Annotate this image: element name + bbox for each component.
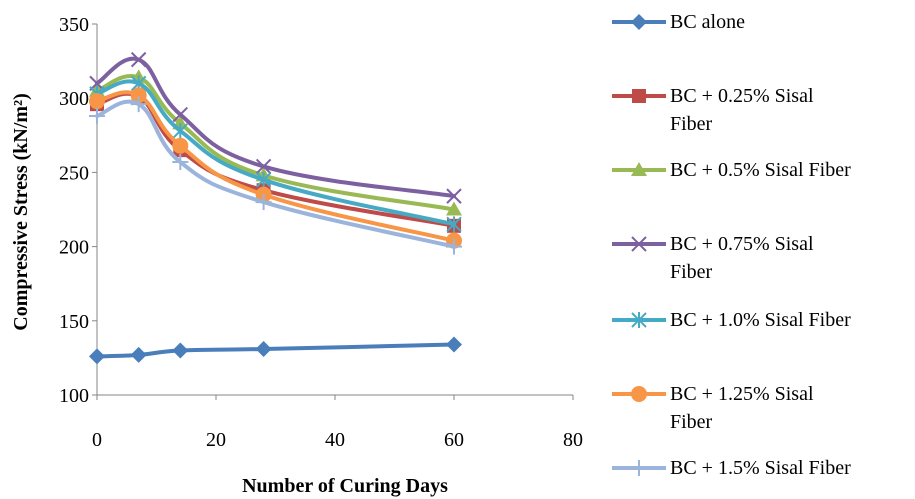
legend-item-6: BC + 1.25% Sisal Fiber (612, 383, 814, 433)
legend-item-1: BC alone (612, 11, 745, 33)
legend-label: BC + 1.5% Sisal Fiber (670, 457, 851, 479)
data-point (172, 342, 189, 359)
data-point (172, 106, 189, 123)
legend-item-3: BC + 0.5% Sisal Fiber (612, 159, 851, 181)
legend-marker (631, 14, 647, 30)
data-point (446, 238, 462, 255)
legend: BC alone BC + 0.25% Sisal Fiber BC + 0.5% S… (612, 11, 851, 479)
legend-marker (631, 312, 647, 328)
legend-label: Fiber (670, 261, 713, 283)
legend-item-7: BC + 1.5% Sisal Fiber (612, 457, 851, 479)
legend-item-2: BC + 0.25% Sisal Fiber (612, 85, 814, 135)
data-point (446, 216, 462, 233)
legend-label: BC + 0.5% Sisal Fiber (670, 159, 851, 181)
series-7 (89, 96, 462, 255)
data-point (89, 93, 105, 110)
data-point (446, 188, 462, 204)
series-line (95, 56, 456, 199)
series-line (95, 99, 456, 249)
series-1 (89, 336, 462, 365)
series-4 (89, 51, 462, 204)
data-point (89, 348, 105, 365)
legend-marker (631, 460, 647, 476)
legend-label: BC + 1.25% Sisal (670, 383, 814, 405)
legend-item-4: BC + 0.75% Sisal Fiber (612, 233, 814, 283)
data-point (89, 108, 105, 125)
data-point (255, 194, 272, 211)
data-point (172, 154, 189, 171)
legend-marker (631, 236, 647, 252)
data-point (130, 96, 147, 113)
legend-marker (632, 89, 646, 103)
legend-label: Fiber (670, 113, 713, 135)
legend-label: Fiber (670, 411, 713, 433)
x-tick-label: 20 (206, 429, 226, 451)
y-tick-label: 200 (59, 237, 89, 259)
legend-marker (631, 162, 647, 176)
data-point (446, 336, 462, 353)
x-tick-label: 40 (325, 429, 345, 451)
x-tick-label: 60 (444, 429, 464, 451)
data-point (255, 171, 272, 188)
data-point (172, 137, 189, 154)
legend-label: BC alone (670, 11, 745, 33)
x-tick-label: 80 (563, 429, 583, 451)
y-tick-label: 100 (59, 385, 89, 407)
x-axis-title: Number of Curing Days (242, 475, 448, 497)
legend-label: BC + 1.0% Sisal Fiber (670, 309, 851, 331)
data-point (255, 340, 272, 357)
data-point (255, 158, 272, 175)
data-point (130, 346, 147, 363)
legend-item-5: BC + 1.0% Sisal Fiber (612, 309, 851, 331)
y-tick-label: 150 (59, 311, 89, 333)
data-point (446, 201, 462, 216)
series-line (95, 342, 456, 359)
series-line (95, 79, 456, 227)
data-point (130, 87, 147, 104)
y-tick-label: 300 (59, 88, 89, 110)
legend-marker (631, 386, 647, 402)
legend-label: BC + 0.25% Sisal (670, 85, 814, 107)
series-layer (89, 51, 462, 365)
data-point (130, 51, 147, 68)
y-tick-label: 350 (59, 14, 89, 36)
plot-axes: 100 150 200 250 300 350 0 20 40 60 80 (59, 14, 583, 451)
y-axis-title: Compressive Stress (kN/m²) (10, 93, 32, 330)
data-point (172, 122, 189, 139)
legend-label: BC + 0.75% Sisal (670, 233, 814, 255)
y-tick-label: 250 (59, 162, 89, 184)
series-line (95, 74, 456, 212)
x-tick-label: 0 (92, 429, 102, 451)
